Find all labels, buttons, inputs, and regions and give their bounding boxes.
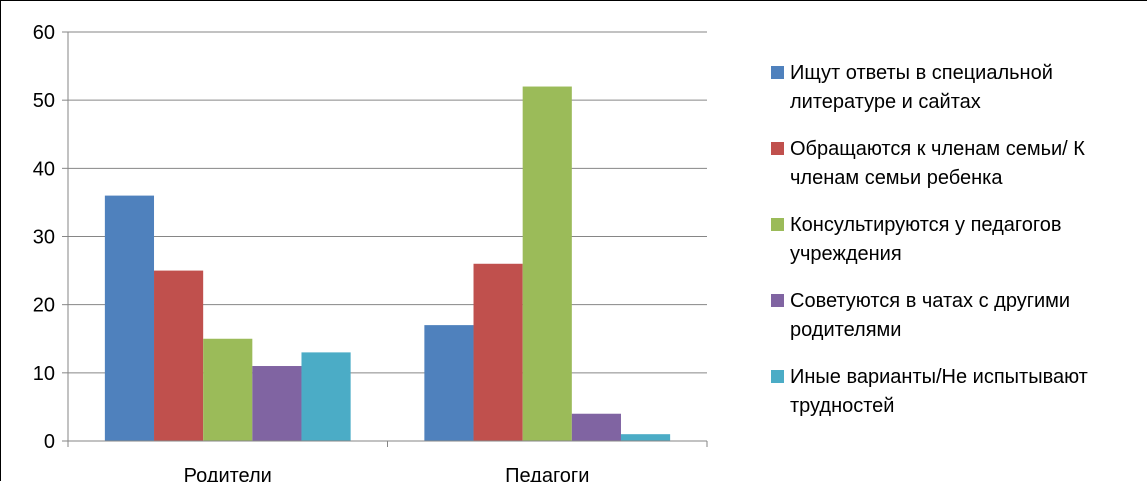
- legend-item-chats: Советуются в чатах с другими родителями: [771, 287, 1141, 345]
- legend-item-teachers: Консультируются у педагогов учреждения: [771, 211, 1141, 269]
- legend-label: Иные варианты/Не испытывают трудностей: [790, 366, 1088, 417]
- x-category-label: Педагоги: [505, 465, 589, 482]
- legend-swatch: [771, 370, 784, 383]
- y-tick-label: 40: [33, 158, 55, 180]
- legend-swatch: [771, 66, 784, 79]
- legend-item-literature: Ищут ответы в специальной литературе и с…: [771, 59, 1141, 117]
- y-tick-label: 20: [33, 295, 55, 317]
- x-category-label: Родители: [184, 465, 272, 482]
- legend-label: Советуются в чатах с другими родителями: [790, 290, 1071, 341]
- bar: [154, 270, 204, 441]
- legend-label: Ищут ответы в специальной литературе и с…: [790, 62, 1053, 113]
- legend-swatch: [771, 142, 784, 155]
- y-tick-label: 0: [44, 431, 55, 453]
- bar: [620, 434, 671, 441]
- y-tick-label: 30: [33, 227, 55, 249]
- legend-item-family: Обращаются к членам семьи/ К членам семь…: [771, 135, 1141, 193]
- y-tick-label: 60: [33, 22, 55, 44]
- bar: [252, 366, 302, 441]
- legend-swatch: [771, 294, 784, 307]
- bar: [301, 352, 351, 441]
- legend-label: Обращаются к членам семьи/ К членам семь…: [790, 138, 1085, 189]
- bar: [203, 338, 253, 441]
- legend-item-other: Иные варианты/Не испытывают трудностей: [771, 363, 1141, 421]
- bar: [104, 195, 155, 441]
- y-tick-label: 10: [33, 363, 55, 385]
- legend-label: Консультируются у педагогов учреждения: [790, 214, 1062, 265]
- y-tick-label: 50: [33, 90, 55, 112]
- bar: [571, 413, 621, 441]
- chart-legend: Ищут ответы в специальной литературе и с…: [771, 59, 1141, 439]
- bar: [473, 263, 523, 441]
- legend-swatch: [771, 218, 784, 231]
- bar: [424, 325, 474, 441]
- bar: [522, 86, 572, 442]
